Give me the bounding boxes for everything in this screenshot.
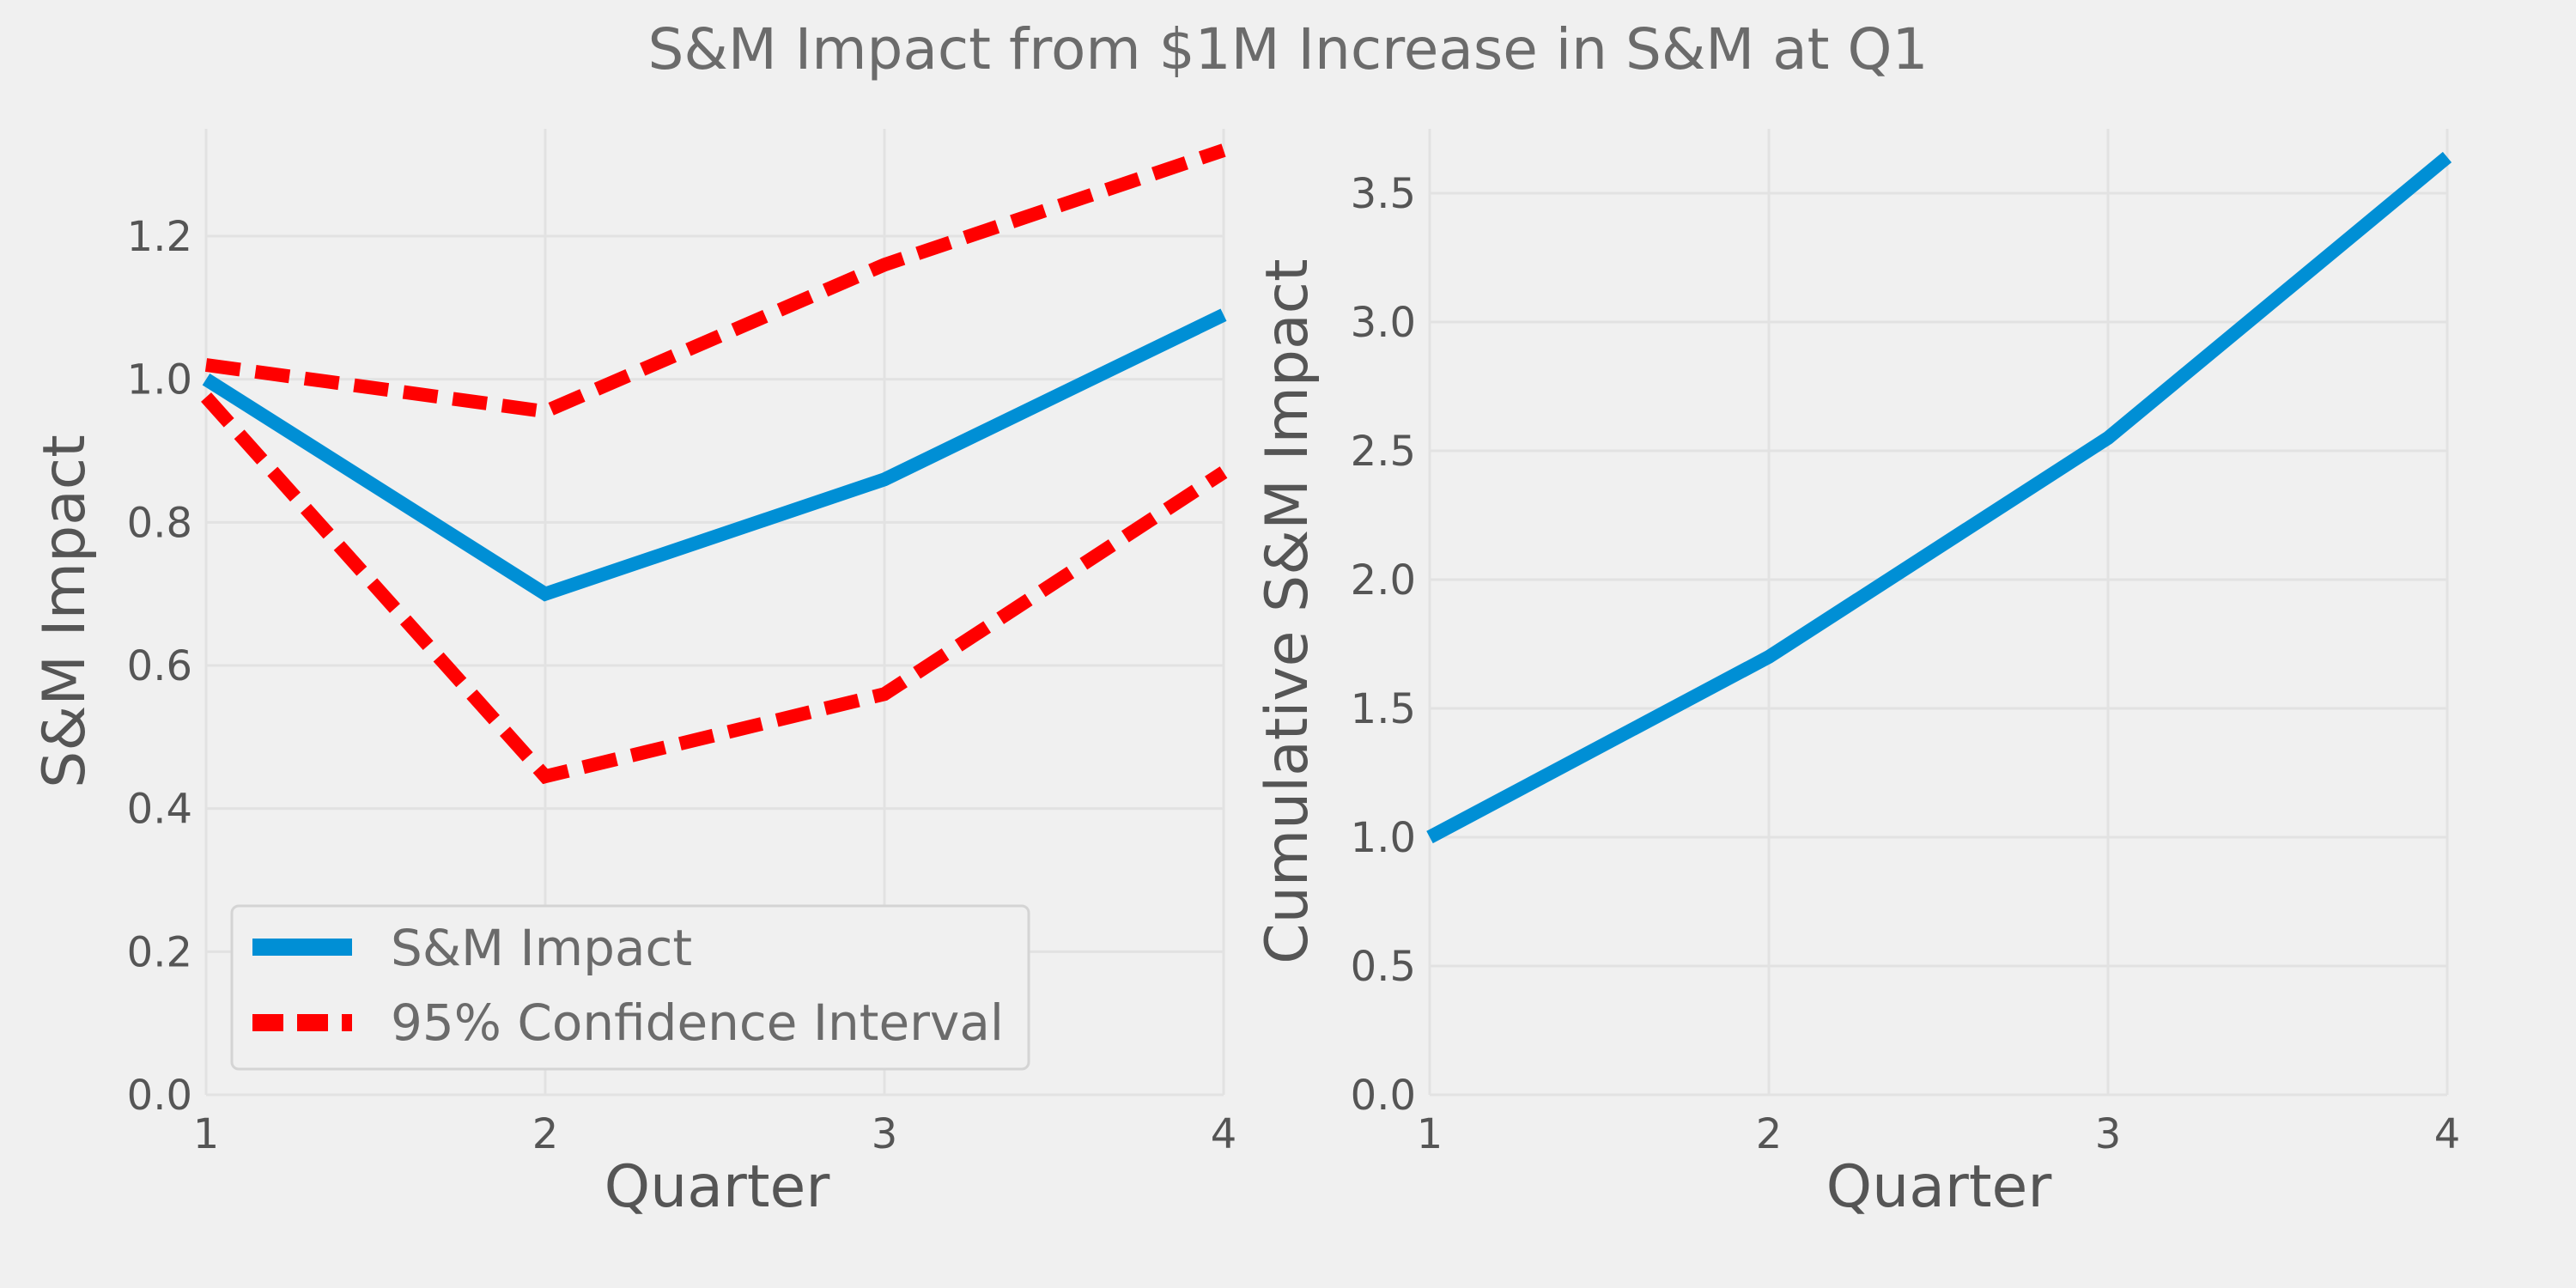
right-chart-x-tick-label: 3: [2095, 1110, 2122, 1158]
left-chart-y-tick-label: 0.8: [127, 499, 192, 547]
left-chart-x-tick-label: 2: [532, 1110, 559, 1158]
right-chart-y-tick-label: 0.0: [1351, 1072, 1416, 1120]
right-chart-y-tick-label: 1.0: [1351, 814, 1416, 862]
legend-box: [230, 904, 1030, 1071]
legend-label-confidence-interval: 95% Confidence Interval: [391, 993, 1004, 1052]
left-chart-y-tick-label: 1.2: [127, 213, 192, 261]
left-chart-x-axis-label: Quarter: [605, 1153, 830, 1221]
left-chart-x-tick-label: 3: [872, 1110, 898, 1158]
confidence-upper-line: [204, 143, 1226, 419]
right-chart-y-tick-label: 3.0: [1351, 299, 1416, 347]
right-chart-y-tick-label: 1.5: [1351, 685, 1416, 733]
left-chart-panel: 1 2 3 4 0.0 0.2 0.4 0.6 0.8 1.0 1.2 Quarter S&M Im…: [31, 129, 1236, 1221]
left-chart-legend: S&M Impact 95% Confidence Interval: [230, 904, 1030, 1071]
right-chart-y-tick-label: 3.5: [1351, 170, 1416, 218]
left-chart-y-tick-label: 0.2: [127, 928, 192, 976]
cumulative-sm-impact-line: [1426, 151, 2452, 844]
right-chart-ticks: 1 2 3 4 0.0 0.5 1.0 1.5 2.0 2.5 3.0 3.5: [1351, 170, 2461, 1158]
left-chart-grid: [204, 129, 1225, 1097]
right-chart-grid: [1428, 129, 2449, 1097]
right-chart-y-tick-label: 2.0: [1351, 556, 1416, 605]
left-chart-y-axis-label: S&M Impact: [31, 434, 99, 788]
right-chart-y-tick-label: 0.5: [1351, 943, 1416, 991]
left-chart-y-tick-label: 1.0: [127, 356, 192, 404]
right-chart-y-tick-label: 2.5: [1351, 428, 1416, 476]
sm-impact-line: [202, 308, 1227, 602]
left-chart-y-tick-label: 0.4: [127, 786, 192, 834]
figure-title: S&M Impact from $1M Increase in S&M at Q…: [648, 16, 1929, 82]
left-chart-ticks: 1 2 3 4 0.0 0.2 0.4 0.6 0.8 1.0 1.2: [127, 213, 1237, 1158]
right-chart-series: [1426, 151, 2452, 844]
left-chart-x-tick-label: 1: [193, 1110, 220, 1158]
legend-label-sm-impact: S&M Impact: [391, 919, 692, 977]
right-chart-panel: 1 2 3 4 0.0 0.5 1.0 1.5 2.0 2.5 3.0 3.5 Quarter Cum…: [1254, 129, 2460, 1221]
left-chart-series: [201, 143, 1228, 785]
right-chart-x-axis-label: Quarter: [1826, 1153, 2052, 1221]
confidence-lower-line: [201, 392, 1228, 785]
right-chart-x-tick-label: 2: [1756, 1110, 1783, 1158]
right-chart-x-tick-label: 4: [2434, 1110, 2461, 1158]
right-chart-y-axis-label: Cumulative S&M Impact: [1254, 258, 1321, 963]
right-chart-x-tick-label: 1: [1417, 1110, 1443, 1158]
left-chart-x-tick-label: 4: [1211, 1110, 1237, 1158]
left-chart-y-tick-label: 0.0: [127, 1072, 192, 1120]
left-chart-y-tick-label: 0.6: [127, 642, 192, 690]
